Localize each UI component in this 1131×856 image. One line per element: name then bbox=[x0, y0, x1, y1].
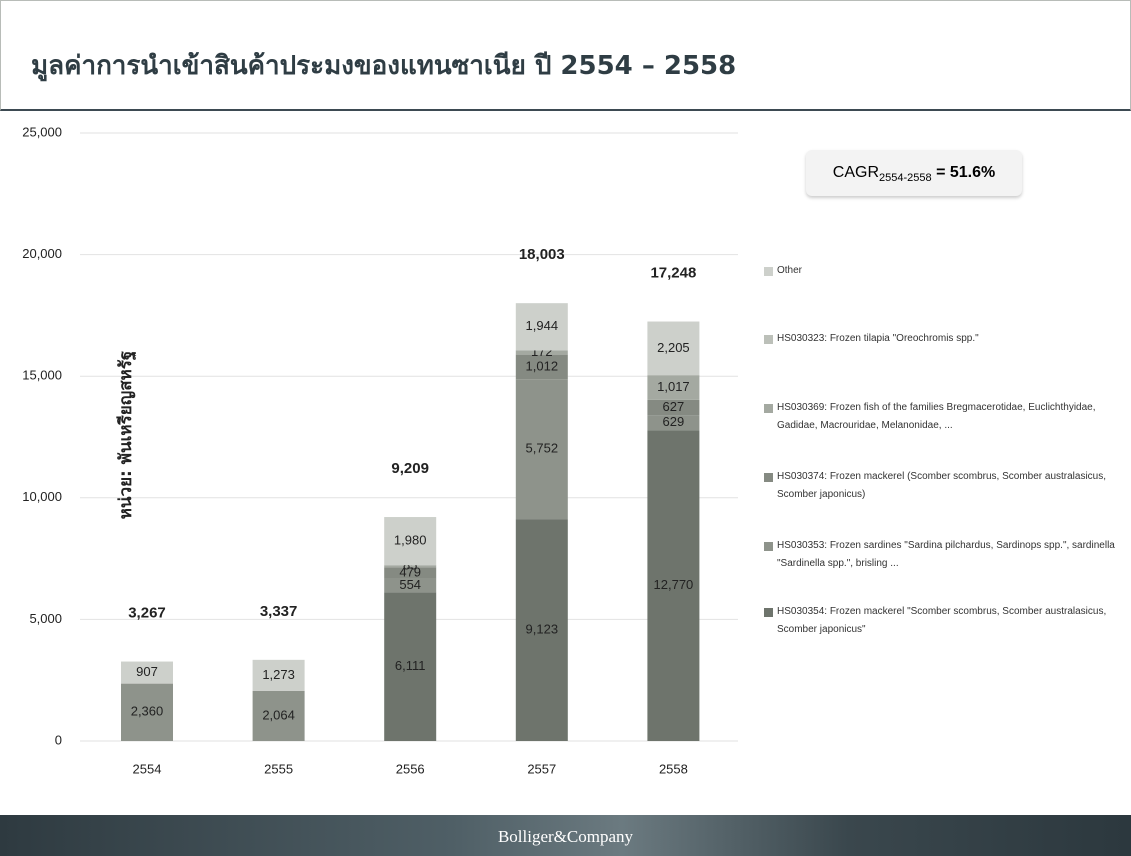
legend-item: HS030354: Frozen mackerel "Scomber scomb… bbox=[764, 603, 1131, 639]
bar-segment bbox=[252, 690, 305, 741]
x-tick-label: 2554 bbox=[133, 761, 162, 776]
brand: Bolliger&Company bbox=[497, 827, 634, 846]
legend-swatch bbox=[764, 608, 773, 617]
bar-segment bbox=[647, 321, 700, 376]
bar-segment bbox=[515, 303, 568, 351]
bar-segment bbox=[515, 354, 568, 380]
x-tick-label: 2558 bbox=[659, 761, 688, 776]
bar-segment bbox=[384, 565, 437, 568]
legend-item: Other bbox=[764, 262, 1131, 280]
legend-label: HS030374: Frozen mackerel (Scomber scomb… bbox=[777, 471, 1107, 500]
total-label: 3,267 bbox=[128, 605, 166, 622]
segment-label: 12,770 bbox=[654, 577, 694, 592]
y-tick-label: 20,000 bbox=[22, 246, 62, 261]
bar-segment bbox=[252, 659, 305, 691]
bar-segment bbox=[384, 567, 437, 579]
total-label: 18,003 bbox=[519, 246, 565, 263]
cagr-value: = 51.6% bbox=[936, 164, 996, 181]
segment-label: 1,944 bbox=[526, 318, 559, 333]
x-tick-label: 2555 bbox=[264, 761, 293, 776]
legend-label: HS030354: Frozen mackerel "Scomber scomb… bbox=[777, 606, 1107, 635]
segment-label: 479 bbox=[399, 565, 421, 580]
bar-segment bbox=[121, 683, 173, 741]
legend-label: HS030353: Frozen sardines "Sardina pilch… bbox=[777, 540, 1115, 569]
segment-label: 1,017 bbox=[657, 379, 690, 394]
legend-swatch bbox=[764, 542, 773, 551]
bar-segment bbox=[384, 592, 437, 741]
chart: 0 5,000 10,000 15,000 20,000 25,000 หน่วย: พัน… bbox=[22, 124, 738, 776]
legend-label: Other bbox=[777, 265, 803, 276]
segment-label: 5,752 bbox=[526, 441, 559, 456]
bar-segment bbox=[515, 519, 568, 741]
y-tick-label: 25,000 bbox=[22, 124, 62, 139]
segment-label: 1,273 bbox=[262, 667, 295, 682]
segment-label: 554 bbox=[399, 577, 421, 592]
y-tick-label: 15,000 bbox=[22, 368, 62, 383]
cagr-label: CAGR bbox=[832, 164, 879, 181]
legend-swatch bbox=[764, 335, 773, 344]
legend-label: HS030369: Frozen fish of the families Br… bbox=[777, 402, 1096, 431]
segment-label: 9,123 bbox=[526, 622, 559, 637]
cagr-period: 2554-2558 bbox=[879, 172, 932, 185]
legend-swatch bbox=[764, 267, 773, 276]
y-axis-title: หน่วย: พันเหรียญสหรัฐ bbox=[115, 351, 137, 520]
y-tick-label: 5,000 bbox=[29, 611, 62, 626]
segment-label: 1,980 bbox=[394, 533, 427, 548]
segment-label: 627 bbox=[663, 399, 685, 414]
legend-item: HS030369: Frozen fish of the families Br… bbox=[764, 399, 1131, 435]
legend-label: HS030323: Frozen tilapia "Oreochromis sp… bbox=[777, 333, 979, 344]
bar-segment bbox=[647, 399, 700, 416]
header: มูลค่าการนำเข้าสินค้าประมงของแทนซาเนีย ป… bbox=[0, 0, 1131, 111]
segment-label: 2,360 bbox=[131, 704, 164, 719]
segment-label: 2,205 bbox=[657, 340, 690, 355]
bar-segment bbox=[515, 350, 568, 355]
total-label: 9,209 bbox=[391, 460, 429, 477]
footer: Bolliger&Company bbox=[0, 815, 1131, 856]
legend-item: HS030374: Frozen mackerel (Scomber scomb… bbox=[764, 468, 1131, 504]
bar-segment bbox=[384, 578, 437, 593]
total-label: 3,337 bbox=[260, 603, 298, 620]
cagr-box: CAGR2554-2558 = 51.6% bbox=[806, 150, 1022, 196]
bar-segment bbox=[384, 517, 437, 566]
slide-title: มูลค่าการนำเข้าสินค้าประมงของแทนซาเนีย ป… bbox=[31, 51, 737, 81]
segment-label: 1,012 bbox=[526, 358, 559, 373]
bar-segment bbox=[647, 430, 700, 741]
legend-swatch bbox=[764, 473, 773, 482]
legend-item: HS030323: Frozen tilapia "Oreochromis sp… bbox=[764, 330, 1131, 348]
total-label: 17,248 bbox=[650, 264, 696, 281]
legend-swatch bbox=[764, 404, 773, 413]
bar-segment bbox=[121, 661, 173, 684]
y-tick-label: 10,000 bbox=[22, 489, 62, 504]
bar-segment bbox=[647, 375, 700, 400]
legend-item: HS030353: Frozen sardines "Sardina pilch… bbox=[764, 537, 1131, 573]
bar-segment bbox=[515, 379, 568, 520]
segment-label: 2,064 bbox=[262, 707, 295, 722]
segment-label: 629 bbox=[663, 414, 685, 429]
segment-label: 907 bbox=[136, 664, 158, 679]
x-tick-label: 2557 bbox=[527, 761, 556, 776]
bar-segment bbox=[647, 415, 700, 431]
y-tick-label: 0 bbox=[55, 732, 62, 747]
x-tick-label: 2556 bbox=[396, 761, 425, 776]
segment-label: 6,111 bbox=[395, 658, 426, 673]
